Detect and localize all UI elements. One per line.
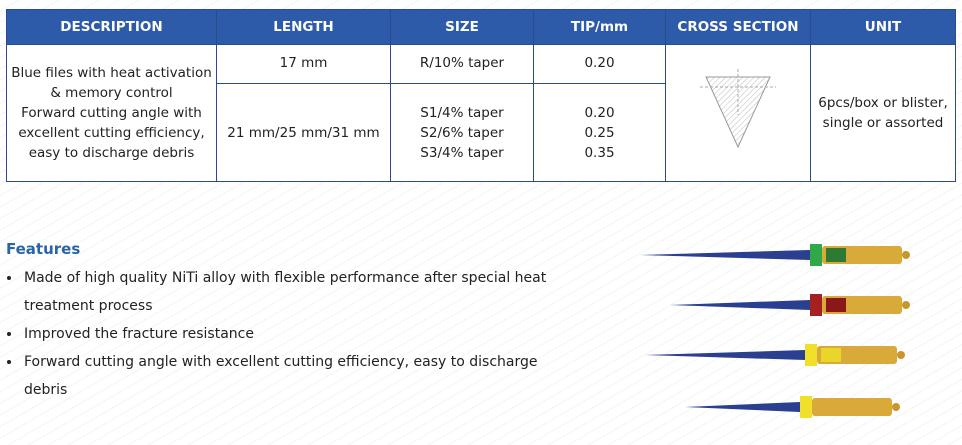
unit-cell: 6pcs/box or blister, single or assorted	[810, 44, 956, 182]
length-cell: 17 mm	[216, 44, 391, 84]
tip-line: 0.20	[584, 104, 615, 121]
description-line: & memory control	[50, 85, 173, 101]
size-cell: S1/4% taper S2/6% taper S3/4% taper	[390, 83, 534, 182]
length-cell: 21 mm/25 mm/31 mm	[216, 83, 391, 182]
features-list: Made of high quality NiTi alloy with fle…	[6, 264, 566, 404]
description-line: Forward cutting angle with	[21, 105, 202, 121]
row: 21 mm/25 mm/31 mm S1/4% taper S2/6% taper…	[7, 83, 956, 182]
header-cell: TIP/mm	[533, 9, 666, 45]
size-line: S1/4% taper	[420, 104, 504, 121]
header-cell: UNIT	[810, 9, 956, 45]
cross-section-icon	[700, 69, 776, 149]
header-cell: LENGTH	[216, 9, 391, 45]
description-line: easy to discharge debris	[28, 145, 195, 161]
row: Blue files with heat activation & memory …	[6, 44, 956, 182]
unit-line: 6pcs/box or blister,	[818, 95, 948, 111]
file-green	[640, 244, 910, 266]
file-red	[670, 294, 910, 316]
tip-cell: 0.20 0.25 0.35	[533, 83, 666, 182]
header-cell: SIZE	[390, 9, 534, 45]
spec-table: DESCRIPTION LENGTH SIZE TIP/mm CROSS SEC…	[6, 9, 956, 182]
tip-line: 0.25	[584, 124, 615, 141]
file-illustrations	[640, 244, 910, 418]
description-line: Blue files with heat activation	[11, 65, 212, 81]
description-line: excellent cutting efficiency,	[18, 125, 205, 141]
size-line: S3/4% taper	[420, 144, 504, 161]
features: Features Made of high quality NiTi alloy…	[6, 240, 566, 404]
tip-line: 0.35	[584, 144, 615, 161]
size-line: S2/6% taper	[420, 124, 504, 141]
header-row: DESCRIPTION LENGTH SIZE TIP/mm CROSS SEC…	[6, 9, 956, 45]
header-cell: DESCRIPTION	[6, 9, 217, 45]
feature-item: Forward cutting angle with excellent cut…	[22, 348, 566, 404]
description-cell: Blue files with heat activation & memory …	[6, 44, 217, 182]
unit-line: single or assorted	[822, 115, 944, 131]
feature-item: Made of high quality NiTi alloy with fle…	[22, 264, 566, 320]
tip-line: 0.20	[584, 55, 615, 71]
tip-cell: 0.20	[533, 44, 666, 84]
size-line: R/10% taper	[419, 55, 505, 71]
cross-section-cell	[665, 44, 811, 182]
file-yellow	[645, 344, 905, 366]
feature-item: Improved the fracture resistance	[22, 320, 566, 348]
header-cell: CROSS SECTION	[665, 9, 811, 45]
size-cell: R/10% taper	[390, 44, 534, 84]
features-title: Features	[6, 240, 81, 258]
file-yellow	[685, 396, 900, 418]
